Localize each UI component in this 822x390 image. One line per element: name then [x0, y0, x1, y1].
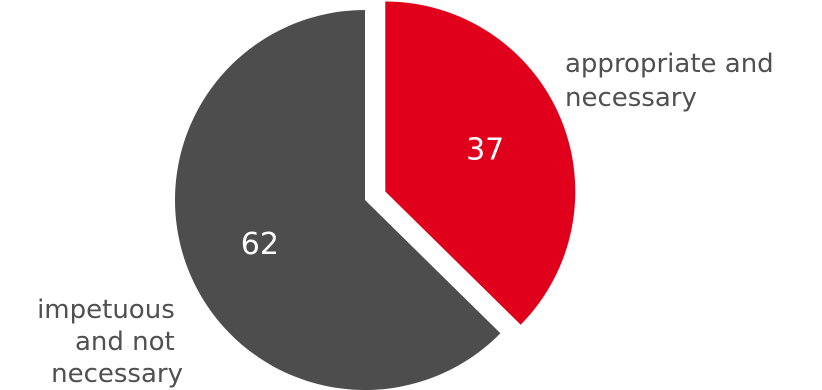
- category-label-line: and not: [75, 327, 175, 357]
- slice-value-label-impetuous: 62: [241, 227, 279, 262]
- pie-slice-appropriate-and-necessary: [385, 1, 576, 325]
- category-label-line: necessary: [565, 83, 697, 113]
- category-label-line: appropriate and: [565, 49, 774, 79]
- slice-value-label-appropriate: 37: [466, 133, 504, 168]
- category-label-appropriate-and-necessary: appropriate and necessary: [565, 49, 782, 113]
- category-label-line: impetuous: [37, 295, 175, 325]
- category-label-line: necessary: [51, 359, 183, 389]
- pie-slice-impetuous-and-not-necessary: [175, 10, 501, 390]
- category-label-impetuous-and-not-necessary: impetuous and not necessary: [37, 295, 183, 389]
- slices-group: [175, 1, 576, 390]
